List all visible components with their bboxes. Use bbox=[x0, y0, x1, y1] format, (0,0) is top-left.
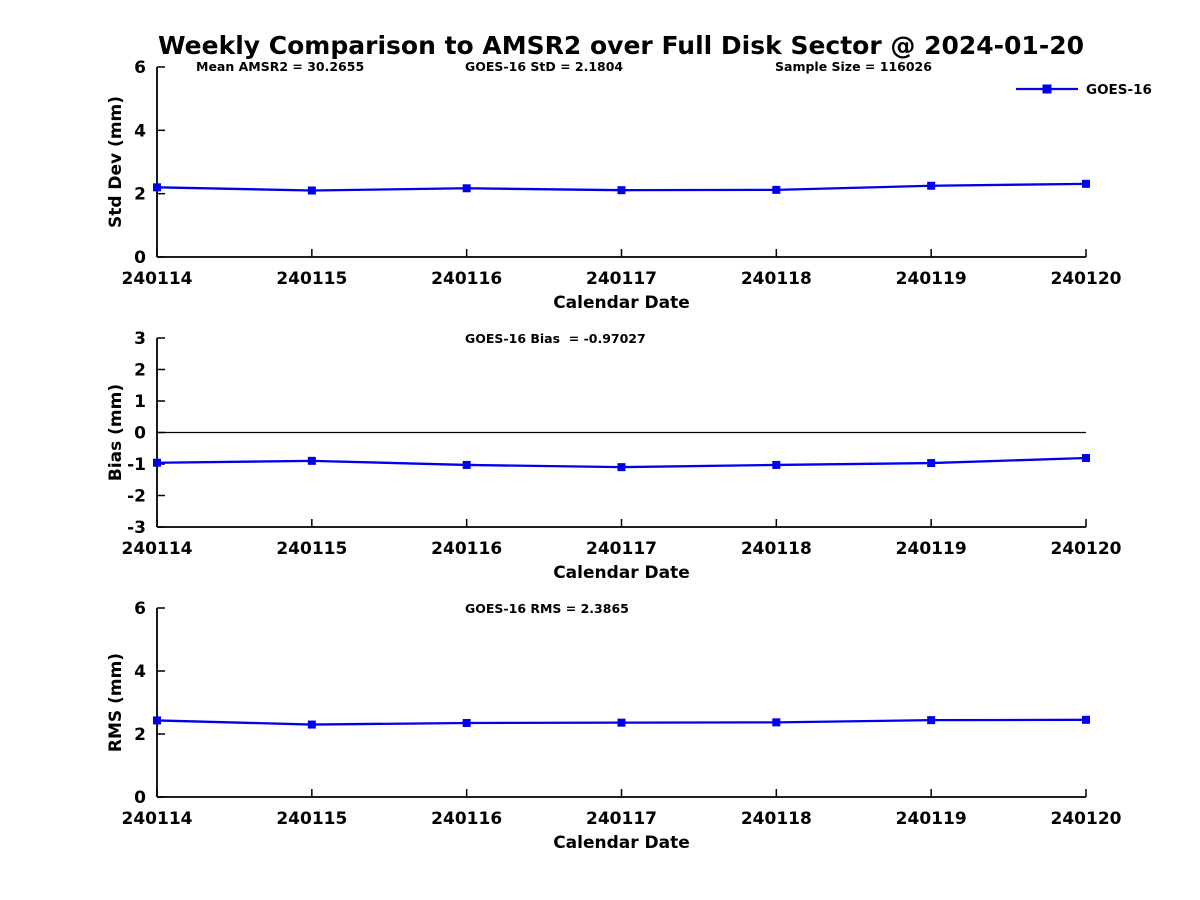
data-point-marker bbox=[462, 184, 471, 193]
stat-annotation: GOES-16 RMS = 2.3865 bbox=[465, 601, 629, 616]
data-point-marker bbox=[153, 183, 161, 192]
y-tick-label: 2 bbox=[134, 185, 146, 205]
y-tick-label: 6 bbox=[134, 599, 146, 619]
y-tick-label: 1 bbox=[134, 392, 146, 412]
data-point-marker bbox=[1082, 454, 1090, 463]
data-point-marker bbox=[153, 716, 161, 725]
x-axis-title: Calendar Date bbox=[553, 563, 690, 583]
x-tick-label: 240114 bbox=[122, 539, 193, 559]
y-tick-label: 3 bbox=[134, 329, 146, 349]
y-tick-label: 4 bbox=[134, 662, 146, 682]
x-tick-label: 240116 bbox=[431, 809, 502, 829]
subplot-rms: 240114 240115 240116 240117 240118 240119 2401… bbox=[106, 599, 1122, 853]
data-point-marker bbox=[927, 459, 936, 468]
data-point-marker bbox=[153, 458, 161, 467]
x-tick-label: 240120 bbox=[1051, 809, 1122, 829]
data-point-marker bbox=[617, 186, 626, 195]
x-tick-label: 240116 bbox=[431, 269, 502, 289]
y-tick-label: 2 bbox=[134, 725, 146, 745]
y-tick-label: 0 bbox=[134, 248, 146, 268]
data-point-marker bbox=[307, 186, 316, 195]
y-axis-title: Bias (mm) bbox=[106, 384, 126, 481]
y-tick-label: -1 bbox=[127, 455, 146, 475]
y-axis-title: Std Dev (mm) bbox=[106, 96, 126, 228]
y-tick-label: 0 bbox=[134, 788, 146, 808]
y-tick-label: 6 bbox=[134, 58, 146, 78]
y-tick-label: 2 bbox=[134, 361, 146, 381]
x-tick-label: 240120 bbox=[1051, 539, 1122, 559]
data-point-marker bbox=[1082, 179, 1090, 188]
x-tick-label: 240119 bbox=[896, 539, 967, 559]
x-tick-label: 240114 bbox=[122, 269, 193, 289]
x-tick-label: 240119 bbox=[896, 269, 967, 289]
y-tick-label: 4 bbox=[134, 121, 146, 141]
subplot-std-dev: 240114 240115 240116 240117 240118 240119 2401… bbox=[106, 58, 1122, 313]
data-point-marker bbox=[927, 181, 936, 190]
data-point-marker bbox=[772, 718, 781, 727]
data-point-marker bbox=[617, 463, 626, 472]
data-point-marker bbox=[772, 460, 781, 469]
stat-annotation: Mean AMSR2 = 30.2655 bbox=[196, 59, 364, 74]
x-tick-label: 240120 bbox=[1051, 269, 1122, 289]
data-point-marker bbox=[772, 185, 781, 194]
subplot-bias: 240114 240115 240116 240117 240118 240119 2401… bbox=[106, 329, 1122, 583]
legend: GOES-16 bbox=[1016, 82, 1152, 98]
data-point-marker bbox=[617, 718, 626, 727]
y-tick-label: -2 bbox=[127, 487, 146, 507]
x-tick-label: 240119 bbox=[896, 809, 967, 829]
x-tick-label: 240114 bbox=[122, 809, 193, 829]
x-tick-label: 240117 bbox=[586, 269, 657, 289]
y-tick-label: -3 bbox=[127, 518, 146, 538]
x-tick-label: 240118 bbox=[741, 809, 812, 829]
data-point-marker bbox=[307, 720, 316, 729]
y-tick-label: 0 bbox=[134, 424, 146, 444]
x-tick-label: 240118 bbox=[741, 269, 812, 289]
legend-marker-icon bbox=[1042, 84, 1052, 94]
chart-title: Weekly Comparison to AMSR2 over Full Dis… bbox=[158, 31, 1084, 60]
x-axis-title: Calendar Date bbox=[553, 833, 690, 853]
x-tick-label: 240115 bbox=[276, 269, 347, 289]
data-point-marker bbox=[307, 456, 316, 465]
x-tick-label: 240117 bbox=[586, 809, 657, 829]
stat-annotation: GOES-16 StD = 2.1804 bbox=[465, 59, 623, 74]
data-point-marker bbox=[927, 716, 936, 725]
data-point-marker bbox=[462, 718, 471, 727]
subplots-container: 240114 240115 240116 240117 240118 240119 2401… bbox=[106, 58, 1122, 853]
y-axis-title: RMS (mm) bbox=[106, 653, 126, 752]
x-tick-label: 240116 bbox=[431, 539, 502, 559]
x-tick-label: 240118 bbox=[741, 539, 812, 559]
data-point-marker bbox=[462, 460, 471, 469]
x-tick-label: 240117 bbox=[586, 539, 657, 559]
data-point-marker bbox=[1082, 715, 1090, 724]
legend-label: GOES-16 bbox=[1086, 82, 1152, 98]
x-axis-title: Calendar Date bbox=[553, 293, 690, 313]
stat-annotation: Sample Size = 116026 bbox=[775, 59, 932, 74]
stat-annotation: GOES-16 Bias = -0.97027 bbox=[465, 331, 646, 346]
x-tick-label: 240115 bbox=[276, 809, 347, 829]
x-tick-label: 240115 bbox=[276, 539, 347, 559]
